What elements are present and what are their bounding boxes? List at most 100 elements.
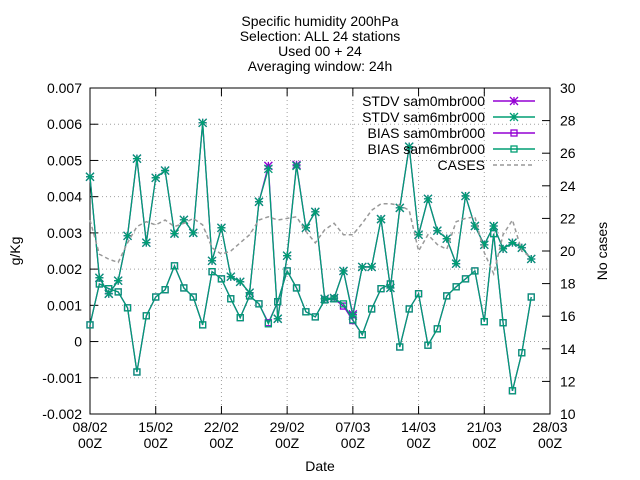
data-point [348, 311, 358, 321]
series-line [89, 202, 532, 277]
x-tick-label: 07/03 00Z [335, 419, 370, 451]
data-point [367, 305, 376, 313]
data-point [527, 293, 535, 301]
data-point [170, 229, 179, 239]
data-point [283, 267, 291, 275]
data-point [227, 295, 235, 303]
y2-axis-label: No cases [594, 222, 610, 280]
legend-marker [509, 112, 519, 122]
data-point [442, 234, 452, 244]
data-point [245, 292, 254, 300]
data-point [198, 118, 208, 128]
data-point [452, 283, 460, 291]
data-point [189, 293, 197, 301]
data-point [255, 300, 263, 308]
data-point [443, 292, 451, 300]
data-point [490, 229, 498, 238]
data-point [386, 280, 395, 288]
x-tick-label: 22/02 00Z [204, 419, 239, 451]
y2-tick-label: 26 [560, 145, 576, 161]
y2-tick-label: 30 [560, 80, 576, 96]
data-point [320, 294, 330, 304]
data-point [114, 288, 122, 296]
series-line [89, 233, 532, 391]
data-point [123, 304, 132, 312]
data-point [217, 275, 226, 283]
data-point [499, 319, 507, 327]
y-tick-label: 0.003 [47, 225, 82, 241]
data-point [498, 244, 508, 254]
legend-marker [510, 145, 518, 153]
legend-marker [510, 129, 518, 137]
data-point [113, 276, 123, 286]
data-point [414, 230, 424, 240]
data-point [236, 313, 244, 322]
data-point [142, 312, 150, 320]
data-point [226, 272, 236, 282]
y2-tick-label: 24 [560, 178, 576, 194]
data-point [395, 203, 405, 213]
data-point [329, 293, 339, 303]
data-point [160, 166, 170, 176]
y2-tick-label: 14 [560, 341, 576, 357]
y2-tick-label: 10 [560, 406, 576, 422]
data-point [471, 267, 479, 275]
data-point [526, 254, 536, 264]
data-point [339, 266, 348, 276]
y-tick-label: 0.005 [47, 152, 82, 168]
y-tick-label: 0.001 [47, 297, 82, 313]
chart-title: Specific humidity 200hPa [241, 13, 398, 29]
data-point [321, 296, 329, 304]
y2-tick-label: 16 [560, 308, 576, 324]
data-point [376, 214, 386, 224]
data-point [508, 387, 517, 395]
legend-label: STDV sam0mbr000 [362, 93, 485, 109]
legend-marker [509, 96, 519, 106]
data-point [302, 308, 310, 316]
chart-subtitle: Averaging window: 24h [248, 58, 393, 74]
data-point [104, 289, 114, 299]
data-point [86, 321, 94, 329]
data-point [424, 341, 432, 349]
data-point [349, 316, 357, 324]
data-point [404, 142, 414, 152]
y-tick-label: -0.002 [42, 406, 82, 422]
data-point [330, 295, 338, 303]
chart-subtitle: Used 00 + 24 [278, 43, 362, 59]
x-tick-label: 21/03 00Z [467, 419, 502, 451]
x-axis-label: Date [305, 458, 335, 474]
x-tick-label: 29/02 00Z [270, 419, 305, 451]
data-point [517, 243, 527, 253]
y-axis-label: g/Kg [7, 237, 23, 266]
data-point [414, 290, 423, 298]
data-point [123, 231, 133, 241]
y2-tick-label: 18 [560, 276, 576, 292]
chart-subtitle: Selection: ALL 24 stations [240, 28, 401, 44]
data-point [170, 262, 179, 270]
y2-tick-label: 22 [560, 210, 576, 226]
x-tick-label: 28/03 00Z [532, 419, 567, 451]
data-point [235, 277, 245, 287]
data-point [180, 284, 188, 292]
data-point [377, 285, 385, 293]
data-point [432, 226, 442, 236]
data-point [433, 325, 441, 333]
data-point [273, 314, 283, 324]
y2-tick-label: 12 [560, 373, 576, 389]
y-tick-label: 0.007 [47, 80, 82, 96]
data-point [208, 267, 216, 276]
x-tick-label: 14/03 00Z [401, 419, 436, 451]
legend-label: BIAS sam0mbr000 [368, 125, 486, 141]
data-point [263, 164, 273, 174]
data-point [480, 317, 488, 326]
data-point [311, 313, 319, 321]
data-point [133, 368, 141, 376]
data-point [310, 207, 320, 217]
data-point [188, 228, 198, 238]
x-tick-label: 15/02 00Z [138, 419, 173, 451]
legend-label: CASES [438, 157, 485, 173]
data-point [152, 293, 160, 301]
data-point [151, 173, 161, 183]
data-point [216, 223, 226, 233]
